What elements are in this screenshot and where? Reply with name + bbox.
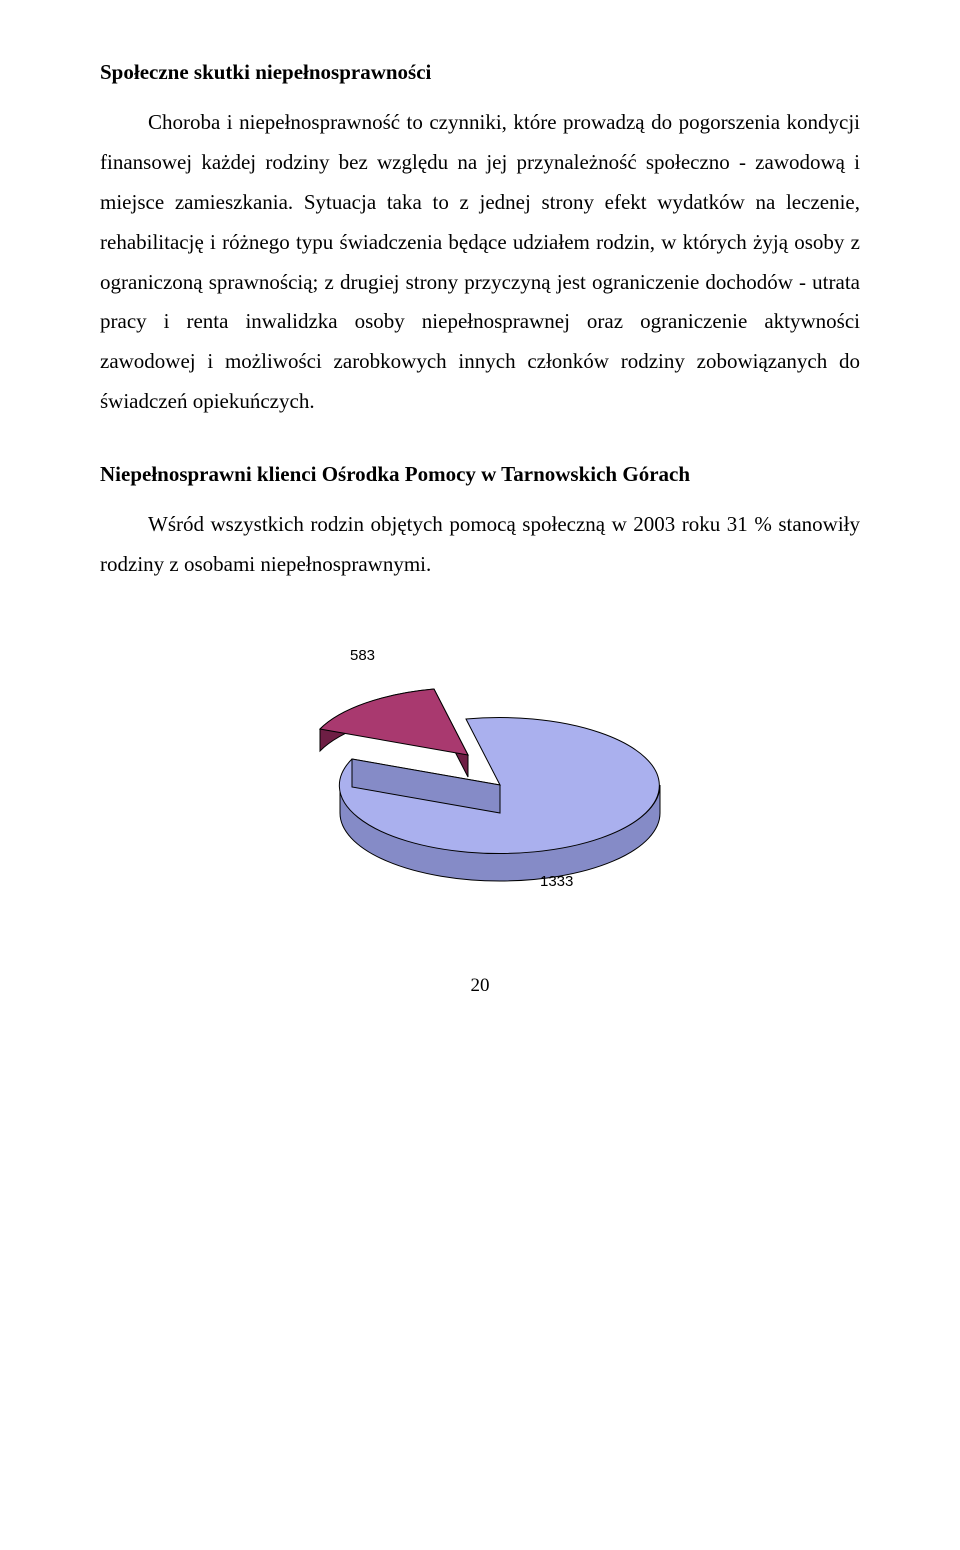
pie-chart: 583 1333 — [260, 635, 700, 915]
section-heading: Społeczne skutki niepełnosprawności — [100, 60, 860, 85]
pie-chart-container: 583 1333 — [100, 635, 860, 915]
pie-slice-label-583: 583 — [350, 647, 375, 664]
pie-slice-small — [320, 689, 468, 777]
pie-slice-label-1333: 1333 — [540, 873, 573, 890]
body-paragraph-1: Choroba i niepełnosprawność to czynniki,… — [100, 103, 860, 422]
pie-chart-svg — [260, 635, 700, 915]
page-number: 20 — [100, 975, 860, 997]
body-paragraph-2: Wśród wszystkich rodzin objętych pomocą … — [100, 505, 860, 585]
subsection-heading: Niepełnosprawni klienci Ośrodka Pomocy w… — [100, 462, 860, 487]
pie-slice-small-top — [320, 689, 468, 755]
